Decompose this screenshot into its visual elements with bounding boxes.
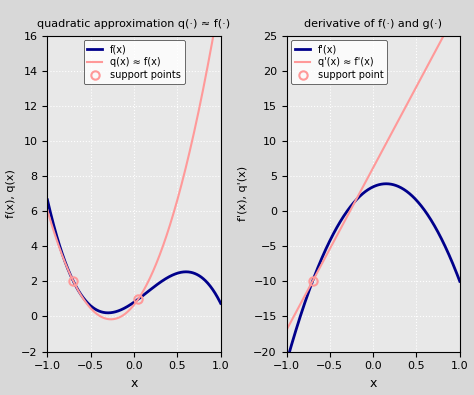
q(x) ≈ f(x) [45,208,50,213]
f'(x) [383,181,389,186]
q'(x) ≈ f'(x) [453,11,458,15]
q'(x) ≈ f'(x) [387,134,392,139]
q'(x) ≈ f'(x) [377,152,383,157]
q'(x) ≈ f'(x) [283,327,289,332]
q(x) ≈ f(x) [139,292,145,296]
f(x) [148,287,154,292]
f'(x) [366,187,372,192]
q'(x) ≈ f'(x) [457,3,463,8]
q(x) ≈ f(x) [128,306,134,310]
q'(x) ≈ f'(x) [367,171,373,176]
q(x) ≈ f(x) [148,274,154,278]
f(x) [187,270,192,275]
Legend: f(x), q(x) ≈ f(x), support points: f(x), q(x) ≈ f(x), support points [83,40,184,84]
f'(x) [426,214,432,219]
q(x) ≈ f(x) [214,13,219,18]
Line: q(x) ≈ f(x): q(x) ≈ f(x) [47,0,221,319]
f'(x) [453,269,459,274]
Title: quadratic approximation q(·) ≈ f(·): quadratic approximation q(·) ≈ f(·) [37,19,230,29]
q(x) ≈ f(x) [127,307,133,312]
f'(x) [377,182,383,187]
Title: derivative of f(·) and g(·): derivative of f(·) and g(·) [304,19,442,29]
Line: f'(x): f'(x) [286,184,460,362]
Y-axis label: f'(x), q'(x): f'(x), q'(x) [238,166,248,221]
Legend: f'(x), q'(x) ≈ f'(x), support point: f'(x), q'(x) ≈ f'(x), support point [292,40,387,84]
Line: f(x): f(x) [47,200,221,313]
f'(x) [283,360,289,365]
f'(x) [457,279,463,284]
f(x) [45,198,50,202]
f'(x) [367,186,373,191]
q(x) ≈ f(x) [187,149,192,154]
X-axis label: x: x [369,377,377,390]
q'(x) ≈ f'(x) [366,173,372,178]
f(x) [214,294,219,299]
Y-axis label: f(x), q(x): f(x), q(x) [6,169,16,218]
Line: q'(x) ≈ f'(x): q'(x) ≈ f'(x) [286,6,460,330]
f(x) [127,303,133,307]
q'(x) ≈ f'(x) [426,62,431,66]
q(x) ≈ f(x) [108,317,114,322]
f(x) [139,294,145,299]
f(x) [105,310,111,315]
f'(x) [387,182,393,186]
f(x) [128,302,134,307]
f(x) [218,301,224,306]
X-axis label: x: x [130,377,138,390]
